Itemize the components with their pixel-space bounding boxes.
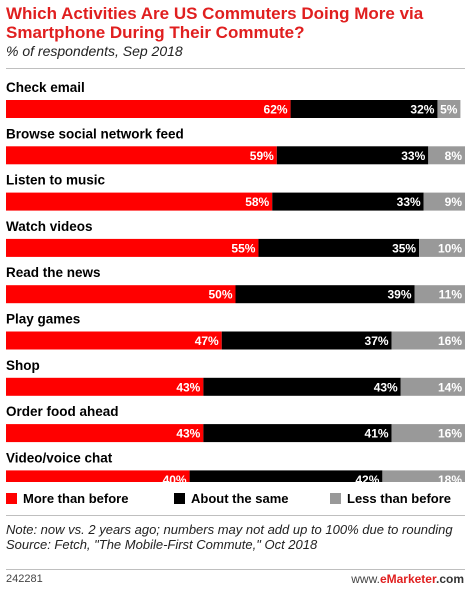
legend-item-less: Less than before (330, 491, 451, 506)
data-label-about-the-same-video-voice-chat: 42% (355, 473, 379, 482)
chart-notes: Note: now vs. 2 years ago; numbers may n… (6, 522, 464, 552)
category-label-browse-social-network-feed: Browse social network feed (6, 126, 184, 141)
data-label-less-than-before-listen-to-music: 9% (445, 195, 463, 209)
data-label-about-the-same-shop: 43% (374, 380, 398, 394)
bar-about-the-same-browse-social-network-feed (276, 146, 429, 165)
data-label-less-than-before-watch-videos: 10% (438, 241, 462, 255)
bar-less-than-before-shop (400, 377, 465, 396)
brand-prefix: www. (351, 572, 380, 586)
bar-about-the-same-shop (203, 377, 401, 396)
bar-less-than-before-video-voice-chat (382, 470, 465, 482)
data-label-more-than-before-browse-social-network-feed: 59% (250, 149, 274, 163)
data-label-about-the-same-browse-social-network-feed: 33% (401, 149, 425, 163)
bar-about-the-same-read-the-news (235, 285, 415, 304)
data-label-about-the-same-check-email: 32% (410, 103, 434, 117)
category-label-listen-to-music: Listen to music (6, 173, 106, 188)
stacked-bar-chart: Check email 62% 32% 5% Browse social network… (6, 80, 465, 482)
bar-less-than-before-listen-to-music (423, 192, 465, 211)
header-divider (6, 68, 465, 69)
bar-more-than-before-read-the-news (6, 285, 236, 304)
bar-about-the-same-check-email (290, 100, 438, 118)
category-label-check-email: Check email (6, 80, 85, 95)
brand-suffix: .com (435, 572, 464, 586)
data-label-less-than-before-play-games: 16% (438, 334, 462, 348)
data-label-less-than-before-check-email: 5% (440, 103, 458, 117)
data-label-more-than-before-watch-videos: 55% (231, 241, 255, 255)
category-label-order-food-ahead: Order food ahead (6, 404, 119, 419)
data-label-less-than-before-shop: 14% (438, 380, 462, 394)
data-label-less-than-before-browse-social-network-feed: 8% (445, 149, 463, 163)
bottom-divider (6, 569, 465, 570)
category-label-play-games: Play games (6, 312, 80, 327)
chart-subtitle: % of respondents, Sep 2018 (6, 43, 183, 59)
bar-more-than-before-shop (6, 377, 204, 396)
data-label-less-than-before-video-voice-chat: 18% (438, 473, 462, 482)
note-text: Note: now vs. 2 years ago; numbers may n… (6, 522, 453, 537)
source-text: Source: Fetch, "The Mobile-First Commute… (6, 537, 318, 552)
data-label-about-the-same-read-the-news: 39% (387, 288, 411, 302)
data-label-about-the-same-listen-to-music: 33% (397, 195, 421, 209)
legend-item-more: More than before (6, 491, 128, 506)
bar-more-than-before-listen-to-music (6, 192, 273, 211)
data-label-more-than-before-order-food-ahead: 43% (176, 427, 200, 441)
bar-less-than-before-browse-social-network-feed (428, 146, 465, 165)
data-label-more-than-before-video-voice-chat: 40% (163, 473, 187, 482)
bar-about-the-same-order-food-ahead (203, 424, 392, 443)
legend-swatch-more (6, 493, 17, 504)
category-label-shop: Shop (6, 358, 40, 373)
data-label-more-than-before-read-the-news: 50% (208, 288, 232, 302)
bar-less-than-before-read-the-news (414, 285, 465, 304)
data-label-less-than-before-order-food-ahead: 16% (438, 427, 462, 441)
legend-label-less: Less than before (347, 491, 452, 506)
data-label-more-than-before-check-email: 62% (264, 103, 288, 117)
data-label-less-than-before-read-the-news: 11% (439, 288, 463, 302)
legend-label-more: More than before (23, 491, 129, 506)
bar-more-than-before-order-food-ahead (6, 424, 204, 443)
bar-about-the-same-video-voice-chat (189, 470, 383, 482)
legend-swatch-less (330, 493, 341, 504)
category-label-video-voice-chat: Video/voice chat (6, 450, 113, 465)
bar-about-the-same-watch-videos (258, 238, 420, 257)
brand-name-accent: eMarketer (379, 572, 436, 586)
data-label-more-than-before-shop: 43% (176, 380, 200, 394)
footer-divider (6, 515, 465, 516)
bar-less-than-before-order-food-ahead (391, 424, 465, 443)
bar-less-than-before-check-email (437, 100, 461, 118)
chart-legend: More than before About the same Less tha… (6, 491, 466, 507)
data-label-more-than-before-listen-to-music: 58% (245, 195, 269, 209)
legend-item-same: About the same (174, 491, 289, 506)
category-label-read-the-news: Read the news (6, 265, 101, 280)
legend-label-same: About the same (191, 491, 289, 506)
bar-more-than-before-check-email (6, 100, 291, 118)
category-label-watch-videos: Watch videos (6, 219, 93, 234)
bar-more-than-before-browse-social-network-feed (6, 146, 277, 165)
bar-more-than-before-video-voice-chat (6, 470, 190, 482)
chart-title: Which Activities Are US Commuters Doing … (6, 4, 424, 42)
data-label-about-the-same-order-food-ahead: 41% (365, 427, 389, 441)
legend-swatch-same (174, 493, 185, 504)
chart-id: 242281 (6, 573, 43, 585)
bar-more-than-before-play-games (6, 331, 222, 350)
bar-about-the-same-listen-to-music (272, 192, 424, 211)
bar-more-than-before-watch-videos (6, 238, 259, 257)
bar-less-than-before-play-games (391, 331, 465, 350)
data-label-about-the-same-play-games: 37% (365, 334, 389, 348)
brand-link[interactable]: www.eMarketer.com (351, 572, 464, 586)
data-label-about-the-same-watch-videos: 35% (392, 241, 416, 255)
bar-less-than-before-watch-videos (419, 238, 465, 257)
data-label-more-than-before-play-games: 47% (195, 334, 219, 348)
bar-about-the-same-play-games (221, 331, 392, 350)
